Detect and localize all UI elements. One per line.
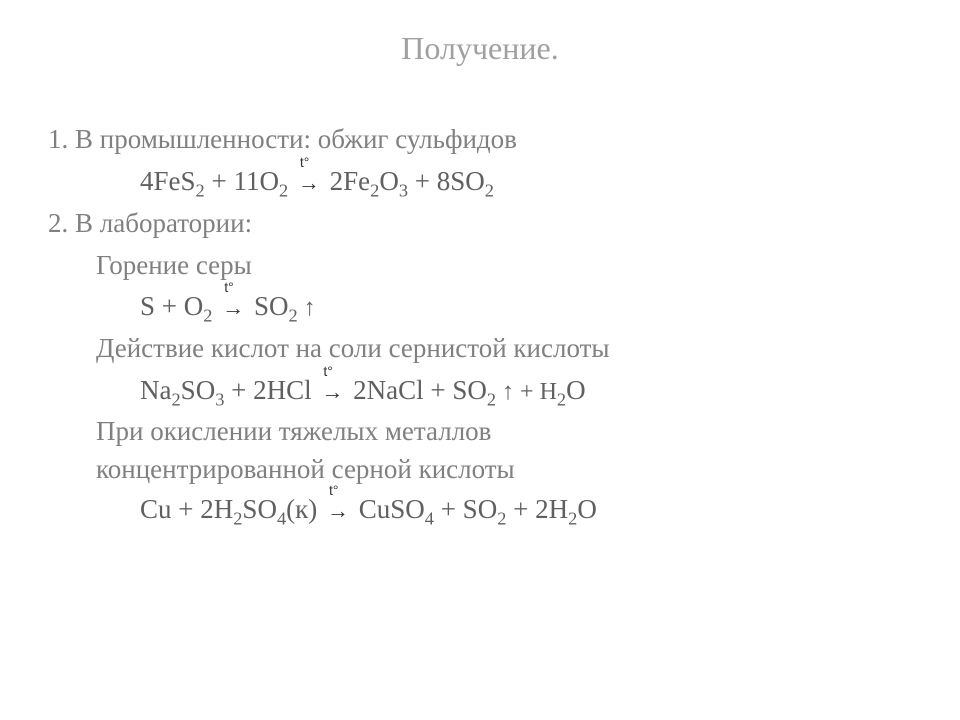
eq-text: SO bbox=[181, 375, 216, 405]
sub3-label-line1: При окислении тяжелых металлов bbox=[48, 412, 912, 450]
eq-text: (к) bbox=[286, 494, 324, 524]
eq-text: S + O bbox=[140, 291, 203, 321]
sub2-label: Действие кислот на соли сернистой кислот… bbox=[48, 328, 912, 370]
sub2-equation: Na2SO3 + 2HCl t°→ 2NaCl + SO2 ↑ + H2O bbox=[48, 370, 912, 412]
eq-text: + 8SO bbox=[408, 166, 485, 196]
temp-label: t° bbox=[323, 361, 333, 383]
eq-sub: 2 bbox=[288, 306, 297, 326]
eq-sub: 2 bbox=[370, 180, 379, 200]
eq-sub: 3 bbox=[399, 180, 408, 200]
reaction-arrow-icon: t°→ bbox=[222, 286, 244, 328]
eq-sub: 2 bbox=[485, 180, 494, 200]
gas-up-icon: ↑ bbox=[298, 295, 316, 321]
eq-text: + 11O bbox=[205, 166, 279, 196]
eq-text: 2NaCl + SO bbox=[346, 375, 486, 405]
item1-equation: 4FeS2 + 11O2 t°→ 2Fe2O3 + 8SO2 bbox=[48, 161, 912, 203]
eq-text: O bbox=[577, 494, 597, 524]
reaction-arrow-icon: t°→ bbox=[327, 489, 349, 531]
item1-heading: 1. В промышленности: обжиг сульфидов bbox=[48, 119, 912, 161]
eq-sub: 4 bbox=[425, 508, 434, 528]
temp-label: t° bbox=[300, 152, 310, 174]
eq-text: CuSO bbox=[352, 494, 425, 524]
eq-text: + 2HCl bbox=[224, 375, 318, 405]
reaction-arrow-icon: t°→ bbox=[321, 370, 343, 412]
sub3-equation: Cu + 2H2SO4(к) t°→ CuSO4 + SO2 + 2H2O bbox=[48, 489, 912, 531]
eq-sub: 2 bbox=[171, 389, 180, 409]
eq-sub: 3 bbox=[215, 389, 224, 409]
sub1-equation: S + O2 t°→ SO2 ↑ bbox=[48, 286, 912, 328]
eq-sub: 2 bbox=[279, 180, 288, 200]
eq-text: O bbox=[379, 166, 399, 196]
eq-text: O bbox=[566, 375, 586, 405]
eq-text: Na bbox=[140, 375, 171, 405]
eq-sub: 2 bbox=[487, 389, 496, 409]
arrow-symbol: → bbox=[327, 498, 349, 523]
eq-text: + 2H bbox=[506, 494, 568, 524]
temp-label: t° bbox=[224, 277, 234, 299]
eq-sub: 2 bbox=[196, 180, 205, 200]
sub3-label-line2: концентрированной серной кислоты bbox=[48, 450, 912, 488]
eq-text: + SO bbox=[434, 494, 497, 524]
reaction-arrow-icon: t°→ bbox=[298, 161, 320, 203]
sub1-label: Горение серы bbox=[48, 245, 912, 287]
arrow-symbol: → bbox=[298, 170, 320, 195]
page-title: Получение. bbox=[48, 30, 912, 67]
eq-text: 2Fe bbox=[323, 166, 370, 196]
eq-sub: 4 bbox=[277, 508, 286, 528]
arrow-symbol: → bbox=[222, 295, 244, 320]
eq-sub: 2 bbox=[497, 508, 506, 528]
eq-text: SO bbox=[242, 494, 277, 524]
eq-text bbox=[212, 291, 219, 321]
gas-up-icon: ↑ + H bbox=[496, 379, 557, 405]
arrow-symbol: → bbox=[321, 379, 343, 404]
temp-label: t° bbox=[329, 480, 339, 502]
eq-sub: 2 bbox=[568, 508, 577, 528]
item2-heading: 2. В лаборатории: bbox=[48, 203, 912, 245]
eq-text bbox=[288, 166, 295, 196]
eq-text: SO bbox=[247, 291, 288, 321]
eq-text: Cu + 2H bbox=[140, 494, 233, 524]
eq-sub: 2 bbox=[557, 389, 566, 409]
eq-text: 4FeS bbox=[140, 166, 196, 196]
